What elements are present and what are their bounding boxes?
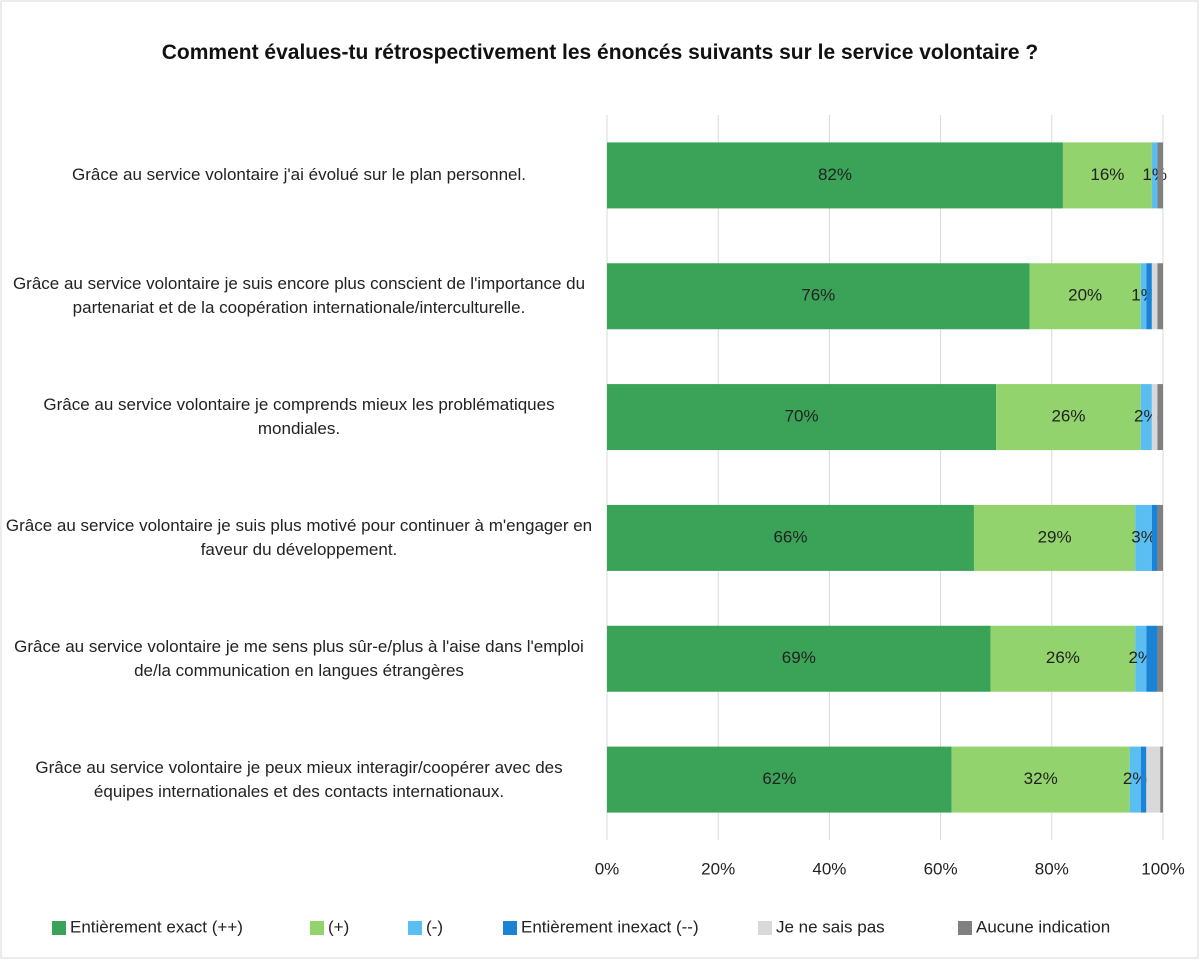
- bar-segment: [1151, 504, 1158, 571]
- x-tick-label: 20%: [701, 859, 735, 878]
- bar-segment: [607, 746, 952, 813]
- bar-segment: [1157, 625, 1163, 692]
- bar-segment: [1029, 263, 1141, 330]
- bar-segment: [1140, 746, 1147, 813]
- bar-segment: [1129, 746, 1141, 813]
- bar-segment: [1135, 625, 1147, 692]
- bar-segment: [1160, 746, 1163, 813]
- bar-segment: [1146, 746, 1161, 813]
- legend-swatch: [310, 921, 324, 935]
- data-label: 82%: [818, 165, 852, 184]
- bar-segment: [607, 384, 997, 451]
- category-label: Grâce au service volontaire je suis plus…: [5, 515, 593, 559]
- data-label: 3%: [1131, 527, 1156, 546]
- x-tick-label: 0%: [595, 859, 620, 878]
- bar-segment: [1140, 263, 1147, 330]
- data-label: 66%: [773, 527, 807, 546]
- bar-segment: [990, 625, 1136, 692]
- bar-segment: [1157, 263, 1163, 330]
- bar-segment: [996, 384, 1141, 451]
- legend-label: Je ne sais pas: [776, 917, 885, 936]
- category-label: Grâce au service volontaire je peux mieu…: [35, 757, 563, 801]
- bar-segment: [1140, 384, 1152, 451]
- category-label: Grâce au service volontaire je suis enco…: [12, 274, 586, 318]
- bar-segment: [1157, 504, 1163, 571]
- legend-swatch: [958, 921, 972, 935]
- legend-label: Entièrement inexact (--): [521, 917, 699, 936]
- legend-swatch: [52, 921, 66, 935]
- data-label: 16%: [1090, 165, 1124, 184]
- bar-segment: [607, 263, 1030, 330]
- x-tick-label: 80%: [1035, 859, 1069, 878]
- category-label: Grâce au service volontaire je me sens p…: [14, 636, 584, 680]
- bar-segment: [1135, 504, 1152, 571]
- bar-segment: [607, 504, 974, 571]
- data-label: 69%: [782, 648, 816, 667]
- bar-segment: [607, 142, 1063, 209]
- legend-swatch: [758, 921, 772, 935]
- bar-segment: [1151, 263, 1158, 330]
- legend-label: (-): [426, 917, 443, 936]
- bar-segment: [951, 746, 1130, 813]
- bar-segment: [973, 504, 1136, 571]
- x-tick-label: 60%: [924, 859, 958, 878]
- x-tick-label: 100%: [1141, 859, 1184, 878]
- chart-title: Comment évalues-tu rétrospectivement les…: [161, 41, 1039, 64]
- bar-segment: [1157, 384, 1163, 451]
- data-label: 70%: [785, 407, 819, 426]
- category-label: Grâce au service volontaire je comprends…: [43, 395, 555, 439]
- data-label: 32%: [1024, 769, 1058, 788]
- bar-segment: [1146, 625, 1158, 692]
- legend-label: Entièrement exact (++): [70, 917, 243, 936]
- bar-segment: [1157, 142, 1163, 209]
- bar-segment: [1151, 384, 1158, 451]
- bar-segment: [1062, 142, 1152, 209]
- data-label: 1%: [1142, 165, 1167, 184]
- legend-label: (+): [328, 917, 349, 936]
- bar-segment: [1151, 142, 1158, 209]
- data-label: 76%: [801, 286, 835, 305]
- bar-segment: [607, 625, 991, 692]
- category-label: Grâce au service volontaire j'ai évolué …: [72, 165, 526, 185]
- bar-segment: [1146, 263, 1152, 330]
- data-label: 62%: [762, 769, 796, 788]
- data-label: 20%: [1068, 286, 1102, 305]
- legend-swatch: [408, 921, 422, 935]
- legend-swatch: [503, 921, 517, 935]
- data-label: 26%: [1051, 407, 1085, 426]
- legend-label: Aucune indication: [976, 917, 1110, 936]
- data-label: 29%: [1038, 527, 1072, 546]
- x-tick-label: 40%: [812, 859, 846, 878]
- data-label: 26%: [1046, 648, 1080, 667]
